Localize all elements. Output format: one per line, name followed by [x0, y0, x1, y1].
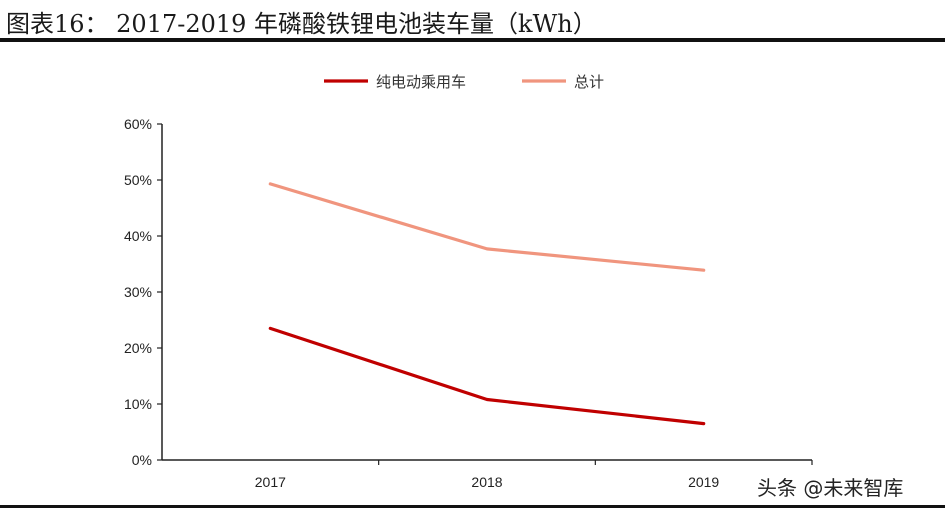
watermark: 头条 @未来智库	[757, 476, 904, 500]
series-line-2	[268, 182, 706, 272]
y-tick-label: 40%	[124, 228, 152, 244]
x-tick-label: 2018	[471, 474, 502, 490]
bottom-divider	[0, 505, 945, 508]
page-title: 图表16： 2017-2019 年磷酸铁锂电池装车量（kWh）	[6, 10, 597, 38]
y-tick-label: 0%	[132, 452, 152, 468]
y-tick-label: 10%	[124, 396, 152, 412]
legend-label-1: 纯电动乘用车	[376, 73, 466, 91]
axes: 0% 10% 20% 30% 40% 50% 60% 2017 2018 2019	[124, 116, 813, 490]
series-lines	[268, 182, 706, 426]
legend-label-2: 总计	[574, 73, 604, 91]
top-divider	[0, 38, 945, 42]
x-tick-label: 2019	[688, 474, 719, 490]
y-tick-label: 30%	[124, 284, 152, 300]
y-tick-label: 20%	[124, 340, 152, 356]
x-tick-label: 2017	[255, 474, 286, 490]
series-line-1	[268, 326, 706, 426]
y-tick-label: 60%	[124, 116, 152, 132]
legend: 纯电动乘用车 总计	[324, 73, 604, 91]
y-tick-label: 50%	[124, 172, 152, 188]
